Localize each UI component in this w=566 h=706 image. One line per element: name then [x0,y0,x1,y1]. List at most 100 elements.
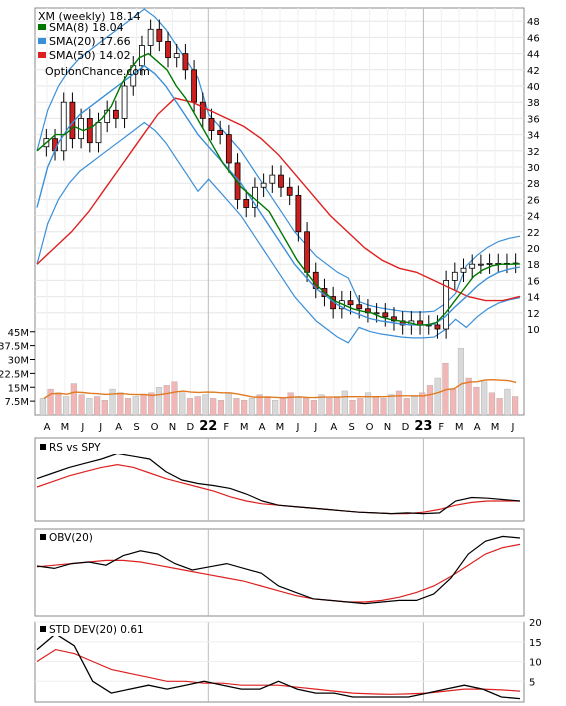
month-label: A [474,422,481,433]
legend-sma20: SMA(20) 17.66 [49,35,131,48]
volume-bar [380,398,387,416]
volume-bar [496,398,503,416]
candle-body [225,134,232,164]
month-label: D [402,422,410,433]
month-label: J [511,422,515,433]
volume-bar [202,394,209,416]
volume-bar [481,381,488,416]
month-label: M [491,422,500,433]
candle-body [60,101,67,152]
volume-bar [341,390,348,416]
volume-bar [465,377,472,416]
volume-bars [39,348,519,416]
candle-body [243,198,250,208]
volume-bar [256,394,263,416]
candle-body [356,304,363,310]
month-label: J [295,422,299,433]
volume-bar [248,398,255,416]
candle-body [304,231,310,273]
volume-bar [217,400,225,416]
volume-bar [450,388,457,416]
volume-bar [504,388,511,416]
legend-swatch-sma8 [38,24,46,30]
volume-tick-label: 45M [8,328,29,339]
sma8-line [36,52,521,326]
candle-body [199,101,206,119]
rs-title-swatch [40,444,46,450]
volume-bar [349,400,356,416]
legend-swatch-sma20 [38,38,46,44]
volume-bar [372,396,379,416]
volume-bar [419,392,426,416]
volume-bar [47,388,54,416]
candle-body [382,312,389,318]
candle-body [295,194,302,233]
volume-bar [488,392,495,416]
volume-bar [295,396,302,416]
stddev-line [36,633,521,700]
volume-bar [388,394,395,416]
legend-sma8: SMA(8) 18.04 [49,21,124,34]
volume-bar [78,394,85,416]
price-tick-label: 16 [527,276,540,287]
candle-body [86,118,93,144]
candle-body [460,267,467,273]
candle-body [486,262,493,265]
volume-bar [155,387,163,416]
month-label: N [169,422,176,433]
watermark: OptionChance.com [45,65,150,78]
month-label: A [115,422,122,433]
candle-body [286,186,293,196]
volume-bar [148,392,155,416]
volume-bar [210,398,217,416]
price-tick-label: 36 [527,114,540,125]
volume-tick-label: 37.5M [0,342,29,353]
month-label: A [44,422,51,433]
sma50-line [36,97,521,302]
price-tick-label: 26 [527,195,540,206]
volume-bar [39,398,46,416]
bollinger-lower-line [36,121,521,344]
volume-bar [333,396,341,416]
candle-body [469,263,476,269]
chart-title: XM (weekly) 18.14 [38,10,141,23]
candle-body [451,271,458,281]
month-label: D [187,422,195,433]
month-label: M [61,422,70,433]
month-label: M [240,422,249,433]
candle-body [112,109,119,119]
volume-bar [179,392,186,416]
stddev-tick-label: 20 [529,618,542,629]
candle-body [121,85,128,119]
std-title-swatch [40,626,46,632]
candle-body [477,263,484,266]
volume-bar [272,400,279,416]
volume-bar [411,396,418,416]
volume-tick-label: 7.5M [4,397,29,408]
bollinger-upper-line [36,8,521,313]
axis-ticks: 10 12 14 16 18 20 22 24 26 28 30 32 34 36 38 40 42 44 46 48… [0,17,542,688]
legend: XM (weekly) 18.14 SMA(8) 18.04 SMA(20) 1… [38,10,150,78]
candle-body [191,69,197,103]
rs-title-bg [38,441,133,454]
volume-bar [194,396,201,416]
price-tick-label: 48 [527,17,540,28]
month-label: M [276,422,285,433]
volume-bar [434,377,441,416]
volume-bar [132,396,139,416]
obv-panel-title: OBV(20) [49,532,93,544]
volume-bar [310,400,317,416]
month-label: A [330,422,337,433]
month-label: A [259,422,266,433]
price-tick-label: 46 [527,33,540,44]
volume-bar [457,348,465,416]
rs-panel-title: RS vs SPY [49,442,101,454]
month-label: S [133,422,139,433]
stddev-tick-label: 15 [529,638,542,649]
month-label: O [151,422,159,433]
month-label: S [349,422,355,433]
volume-bar [124,398,132,416]
month-label: 22 [199,419,217,434]
sma20-line [36,64,521,326]
